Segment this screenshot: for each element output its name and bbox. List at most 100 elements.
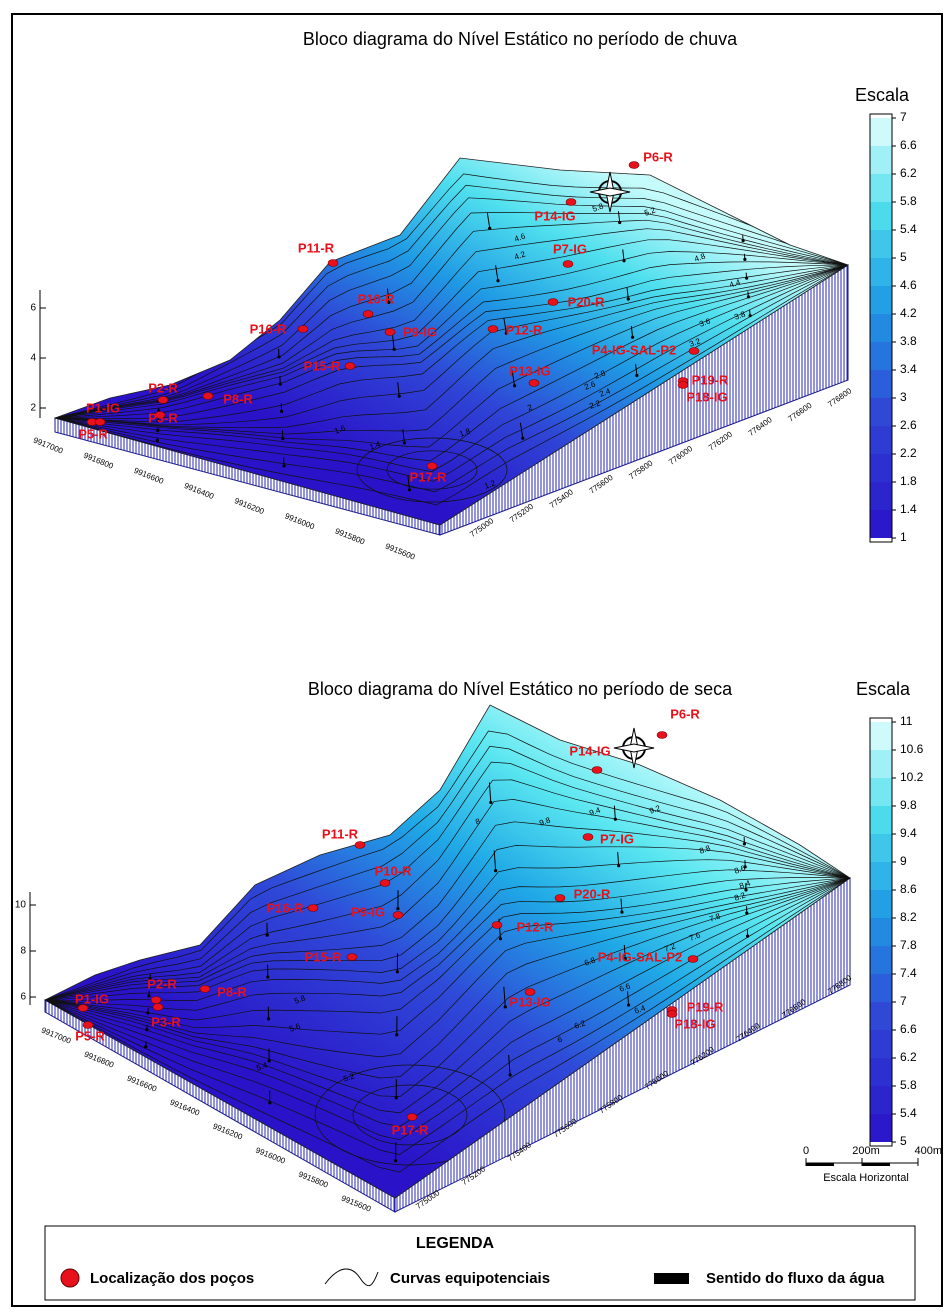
flow-arrow-head: [508, 1073, 512, 1077]
contour-label: 8.4: [738, 878, 752, 890]
flow-arrow-head: [402, 441, 406, 445]
flow-arrow: [386, 288, 390, 303]
contour: [55, 264, 848, 448]
scale-swatch: [870, 286, 892, 314]
contour: [45, 877, 850, 1114]
northing-label: 9916200: [233, 496, 266, 516]
contour-label: 6.4: [633, 1003, 647, 1015]
well-marker: [582, 833, 594, 841]
contour: [45, 877, 850, 1155]
contour-label: 3.6: [698, 316, 712, 328]
contour: [45, 877, 850, 1058]
well-label: P17-R: [410, 469, 447, 484]
flow-arrow: [495, 265, 499, 281]
well-marker: [346, 953, 358, 961]
flow-arrow: [503, 986, 506, 1007]
flow-arrow: [508, 1054, 511, 1076]
contour: [45, 877, 850, 1097]
contour-label: 5.2: [643, 205, 657, 217]
easting-label: 776200: [707, 429, 734, 452]
contour-label: 9.8: [538, 815, 552, 827]
flow-arrow-head: [503, 1005, 507, 1009]
well-label: P11-R: [322, 826, 359, 841]
contour-label: 4.4: [728, 277, 742, 289]
well-label: P2-R: [148, 380, 178, 395]
contour-label: 1.2: [483, 478, 497, 490]
scale-swatch: [870, 454, 892, 482]
flow-arrow-head: [623, 957, 627, 961]
scale-tick-label: 3.8: [900, 334, 917, 348]
scale-tick-label: 1: [900, 530, 907, 544]
scale-tick-label: 3.4: [900, 362, 917, 376]
scale-swatch: [870, 1002, 892, 1030]
z-tick-label: 10: [15, 900, 27, 911]
scale-swatch: [870, 370, 892, 398]
contour: [55, 228, 848, 419]
scale-swatch: [870, 834, 892, 862]
z-tick-label: 2: [30, 403, 36, 414]
well-label: P4-IG-SAL-P2: [592, 342, 677, 357]
easting-label: 776400: [747, 415, 774, 438]
well-label: P15-R: [304, 358, 341, 373]
well-label: P5-R: [75, 1028, 105, 1043]
contour: [45, 869, 850, 1001]
well-marker: [379, 879, 391, 887]
scale-swatch: [870, 918, 892, 946]
contour: [386, 450, 478, 490]
scale-swatch: [870, 722, 892, 750]
well-marker: [157, 396, 169, 404]
flow-arrow-head: [521, 436, 525, 440]
scale-tick-label: 5: [900, 250, 907, 264]
scale-bar: [805, 1158, 919, 1166]
contour: [45, 779, 850, 1001]
well-label: P18-IG: [674, 1016, 715, 1031]
flow-arrow-head: [489, 800, 493, 805]
northing-label: 9916000: [254, 1146, 287, 1166]
contour: [45, 799, 850, 1001]
panel-title: Bloco diagrama do Nível Estático no perí…: [303, 29, 738, 49]
contour: [55, 264, 848, 462]
easting-label: 776800: [826, 386, 853, 409]
well-label: P2-R: [147, 976, 177, 991]
scale-tick-label: 9: [900, 854, 907, 868]
well-marker: [202, 392, 214, 400]
scale-tick: 200m: [852, 1145, 880, 1157]
contour: [55, 251, 848, 419]
contour: [55, 212, 848, 419]
contour-label: 8.8: [698, 843, 712, 855]
well-marker: [354, 841, 366, 849]
scale-tick-label: 9.4: [900, 826, 917, 840]
contour-label: 8.2: [733, 890, 747, 902]
contour-label: 5.8: [293, 993, 307, 1005]
contour-label: 4.6: [513, 231, 527, 243]
flow-arrow: [407, 475, 410, 490]
compass: [589, 187, 631, 197]
flow-arrow-head: [268, 1101, 272, 1105]
flow-arrow-head: [613, 817, 617, 821]
flow-arrow: [488, 782, 492, 803]
flow-arrow-head: [394, 1159, 398, 1163]
flow-arrow-head: [281, 436, 285, 441]
scale-tick-label: 8.2: [900, 910, 917, 924]
z-tick-label: 6: [20, 992, 26, 1003]
flow-arrow-head: [156, 419, 160, 423]
well-label: P6-R: [643, 149, 673, 164]
scale-tick-label: 2.2: [900, 446, 917, 460]
contour-label: 5.4: [255, 1060, 269, 1072]
flow-arrow-head: [744, 888, 748, 892]
well-marker: [628, 161, 640, 169]
northing-label: 9917000: [32, 436, 65, 456]
well-label: P17-R: [392, 1122, 429, 1137]
scale-swatch: [870, 146, 892, 174]
northing-label: 9916800: [83, 1050, 116, 1070]
flow-arrow: [486, 212, 491, 229]
contour-label: 9.2: [648, 803, 662, 815]
compass: [613, 743, 655, 753]
well-marker: [666, 1010, 678, 1018]
scale-swatch: [870, 1058, 892, 1086]
contour: [55, 264, 848, 426]
flow-arrow-head: [620, 910, 624, 914]
scale-tick-label: 10.2: [900, 770, 924, 784]
well-label: P7-IG: [600, 831, 634, 846]
